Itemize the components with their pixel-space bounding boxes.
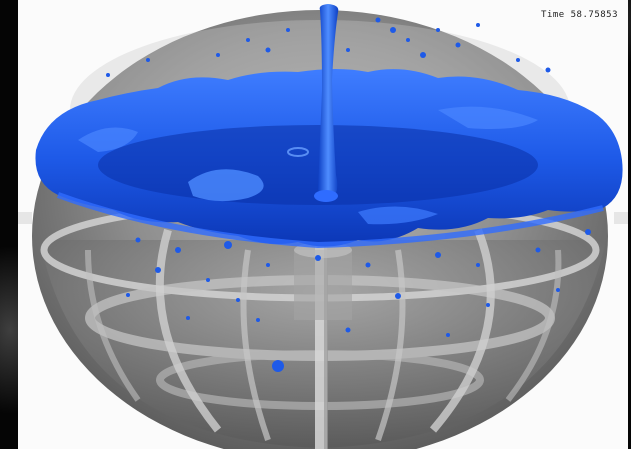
fluid-highlight [188,169,264,202]
support-tab-right [614,212,628,224]
droplet [135,237,141,243]
droplet [420,52,426,58]
droplet [265,47,271,53]
droplet [315,255,321,261]
droplet [246,38,250,42]
fluid-highlight [438,106,538,129]
simulation-scene [18,4,628,449]
droplet [206,278,210,282]
droplet [375,17,381,23]
support-tab-left [18,212,32,224]
meridian-rib [85,249,141,402]
droplet [476,263,480,267]
meridian-rib [429,228,495,433]
simulation-render-panel: Time 58.75853 [18,0,628,449]
droplet [535,247,541,253]
droplet [155,267,161,273]
droplet [175,247,181,253]
droplet [446,333,450,337]
droplet [486,303,490,307]
simulation-time-label: Time 58.75853 [541,10,618,20]
droplet [236,298,240,302]
droplet [395,293,401,299]
droplet [435,252,441,258]
meridian-rib [155,228,222,433]
droplet [286,28,290,32]
droplet [365,262,371,268]
droplet [224,241,232,249]
droplet [186,316,190,320]
droplet [516,58,520,62]
meridian-rib [240,249,271,441]
droplet [585,229,591,235]
droplet [346,48,350,52]
fluid-droplets [106,17,591,372]
droplet [390,27,396,33]
droplet [476,23,480,27]
central-rod-shadow [324,240,328,449]
droplet [256,318,260,322]
meridian-rib [375,249,406,441]
fluid-splash-ring [287,147,309,157]
inner-cylinder [294,250,352,320]
droplet [216,53,220,57]
droplet [345,327,351,333]
fluid-jet-base [314,190,338,202]
droplet [146,58,150,62]
droplet [126,293,130,297]
fluid-rim-edge [56,192,604,249]
droplet [436,28,440,32]
droplet [545,67,551,73]
meridian-rib [505,249,562,402]
droplet [556,288,560,292]
droplet [406,38,410,42]
droplet [266,263,270,267]
droplet [455,42,461,48]
fluid-jet [318,4,339,199]
fluid-highlight [78,127,138,152]
droplet [106,73,110,77]
droplet [272,360,284,372]
fluid-highlight [358,206,438,225]
